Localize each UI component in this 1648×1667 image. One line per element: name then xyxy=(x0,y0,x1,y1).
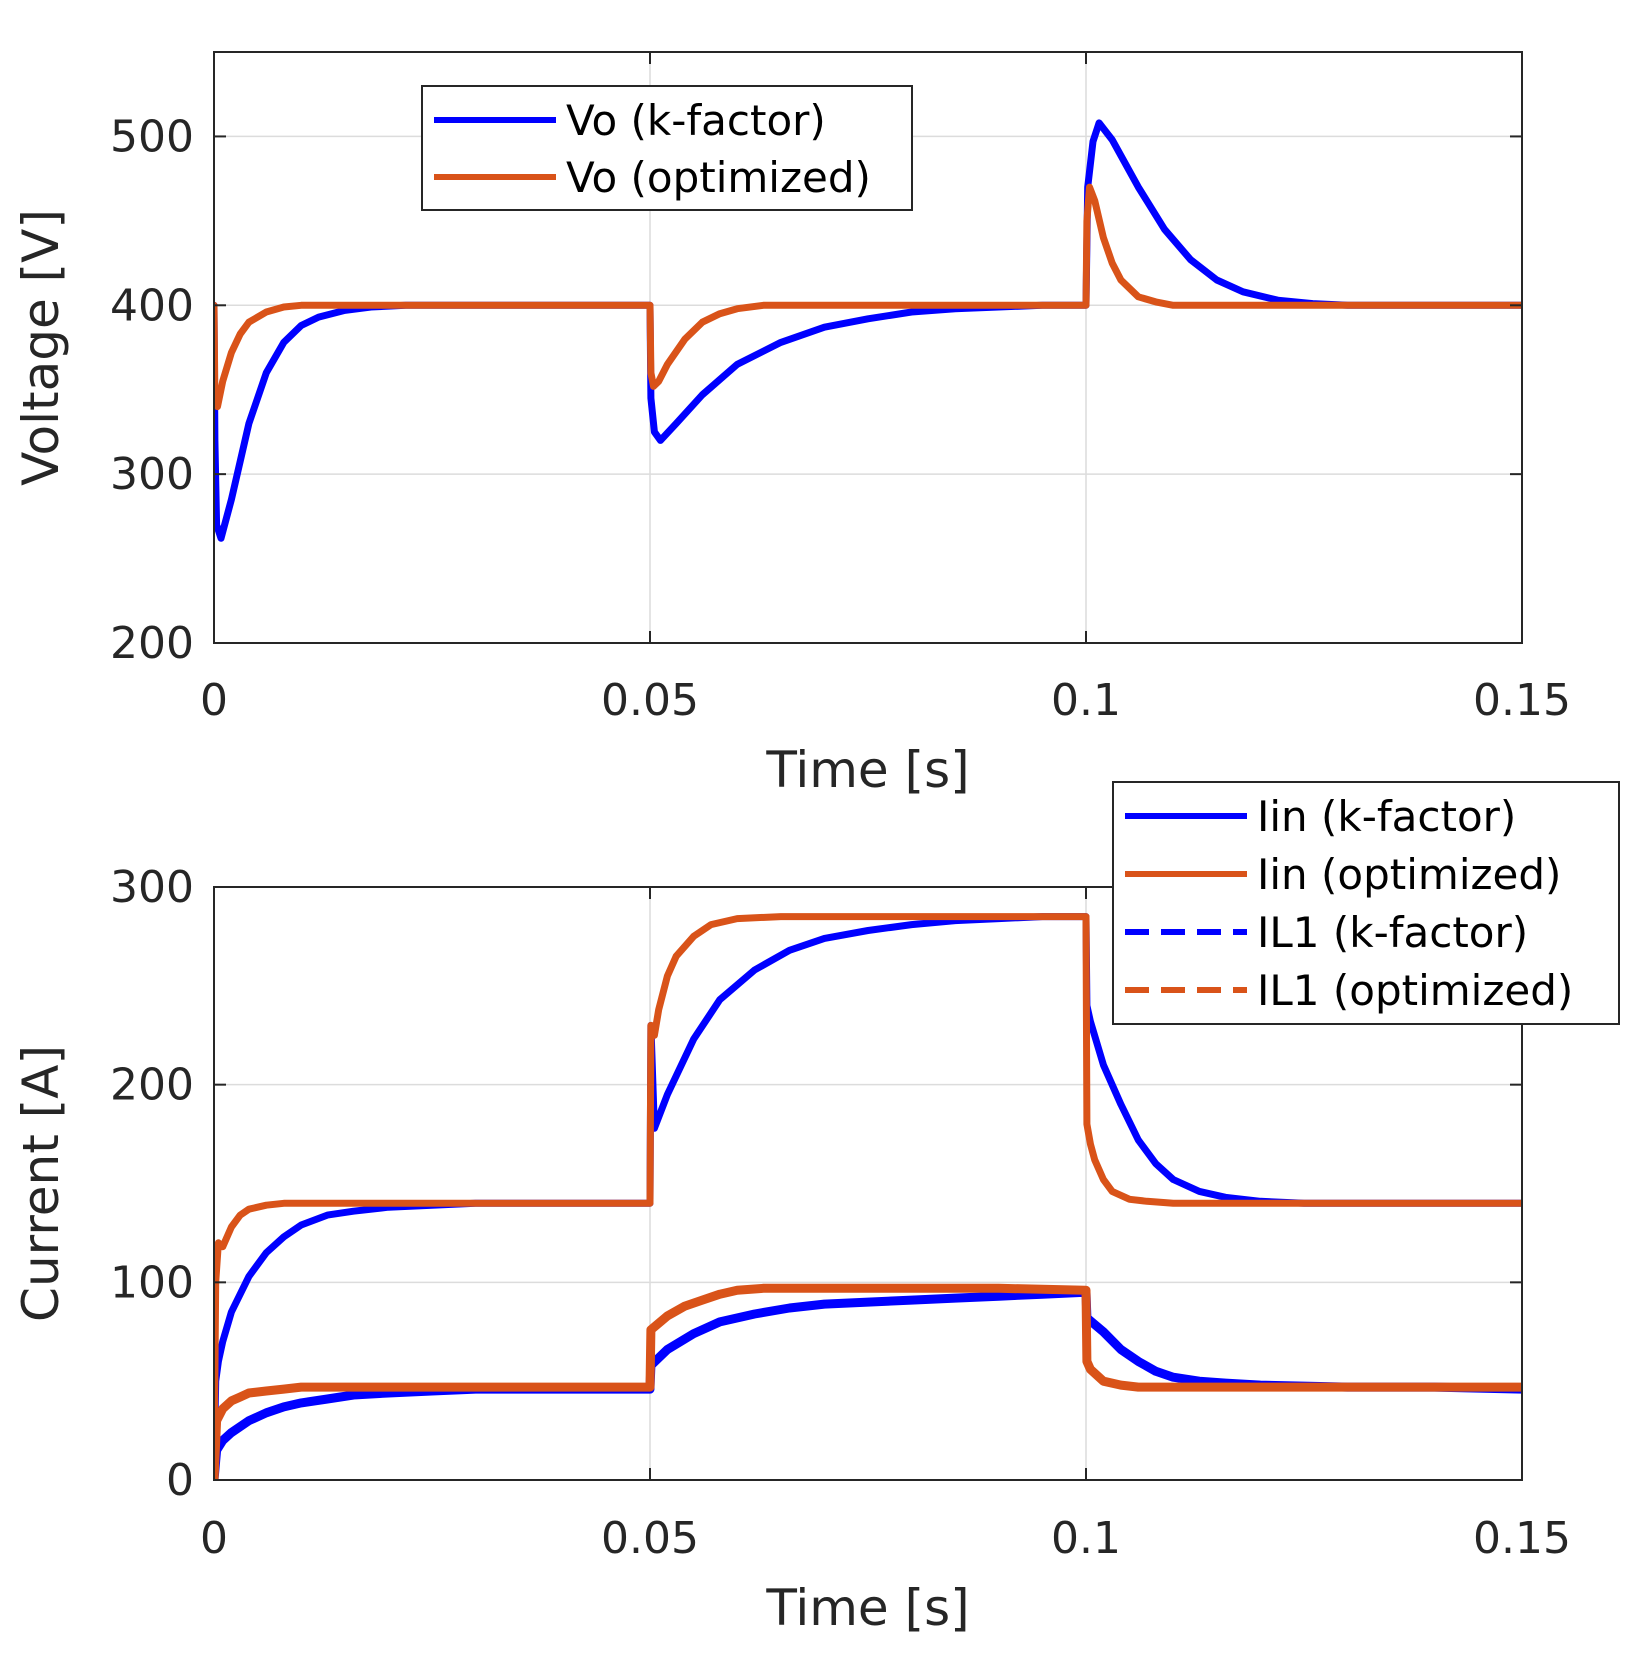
current-legend-label: IL1 (optimized) xyxy=(1257,966,1573,1015)
voltage-chart: 0 0.05 0.1 0.15 200 300 400 500 Time [s] Voltage … xyxy=(12,51,1571,799)
voltage-series-line-vo-k-factor xyxy=(214,119,1522,542)
voltage-x-tick-label: 0.1 xyxy=(1051,675,1121,726)
current-y-axis-label: Current [A] xyxy=(12,1045,70,1322)
voltage-y-tick-label: 300 xyxy=(110,449,194,500)
voltage-y-tick-label: 200 xyxy=(110,618,194,669)
voltage-legend-label: Vo (k-factor) xyxy=(566,96,826,145)
current-y-tick-label: 200 xyxy=(110,1060,194,1111)
current-series-group xyxy=(214,913,1522,1480)
current-y-tick-label: 300 xyxy=(110,862,194,913)
voltage-series-group xyxy=(214,119,1522,542)
current-chart: 0 0.05 0.1 0.15 0 100 200 300 Time [s] Current [A… xyxy=(12,781,1620,1637)
voltage-axes-box xyxy=(213,51,1523,644)
voltage-y-axis-label: Voltage [V] xyxy=(12,209,70,486)
voltage-legend-label: Vo (optimized) xyxy=(566,153,871,202)
current-x-tick-label: 0.1 xyxy=(1051,1513,1121,1564)
voltage-y-tick-label: 400 xyxy=(110,280,194,331)
current-x-tick-label: 0 xyxy=(200,1513,228,1564)
voltage-x-tick-label: 0.05 xyxy=(601,675,699,726)
voltage-y-tick-label: 500 xyxy=(110,111,194,162)
current-y-tick-label: 100 xyxy=(110,1257,194,1308)
current-x-tick-label: 0.15 xyxy=(1473,1513,1571,1564)
current-y-tick-label: 0 xyxy=(166,1455,194,1506)
voltage-x-tick-label: 0.15 xyxy=(1473,675,1571,726)
voltage-legend-box xyxy=(421,85,913,211)
voltage-x-tick-label: 0 xyxy=(200,675,228,726)
current-series-line-iin-k-factor xyxy=(214,913,1522,1480)
voltage-x-axis-label: Time [s] xyxy=(765,741,969,799)
voltage-series-line-vo-optimized xyxy=(214,183,1522,411)
current-series-line-iin-optimized xyxy=(214,913,1522,1480)
current-x-axis-label: Time [s] xyxy=(765,1579,969,1637)
current-axes-box xyxy=(213,886,1523,1481)
current-x-tick-label: 0.05 xyxy=(601,1513,699,1564)
voltage-legend: Vo (k-factor) Vo (optimized) xyxy=(421,85,913,211)
current-legend-box xyxy=(1112,781,1620,1025)
current-legend-label: Iin (k-factor) xyxy=(1257,792,1516,841)
current-legend: Iin (k-factor) Iin (optimized) IL1 (k-fact… xyxy=(1112,781,1620,1025)
current-legend-label: IL1 (k-factor) xyxy=(1257,908,1528,957)
current-series-line-il1-optimized xyxy=(214,1283,1522,1480)
current-legend-label: Iin (optimized) xyxy=(1257,850,1561,899)
current-series-line-il1-k-factor xyxy=(214,1287,1522,1480)
